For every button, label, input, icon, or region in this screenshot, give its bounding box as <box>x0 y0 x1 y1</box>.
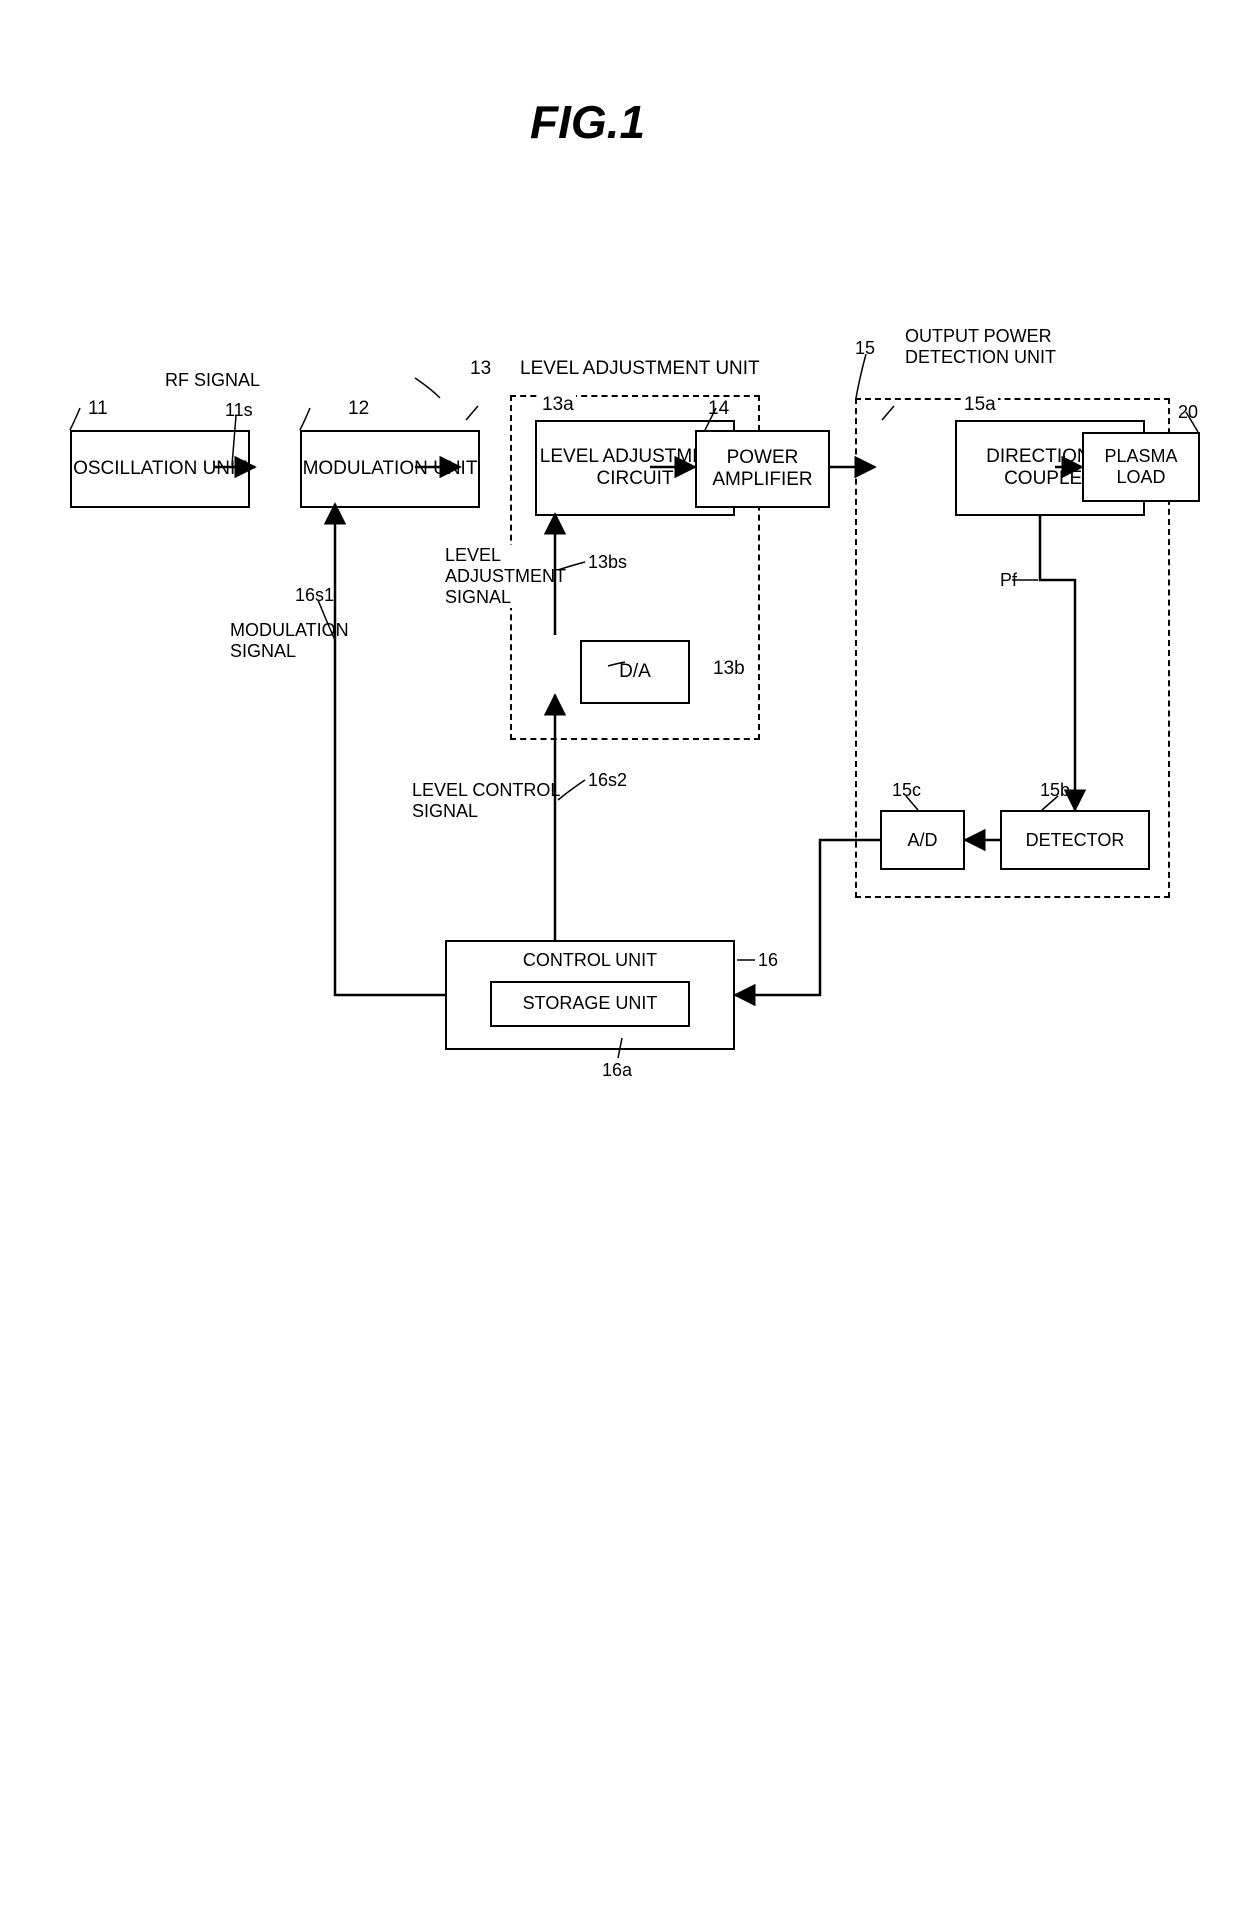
ad-block: A/D <box>880 810 965 870</box>
da-block: D/A <box>580 640 690 704</box>
lcs-ref: 16s2 <box>588 770 627 791</box>
plasma-text: PLASMA LOAD <box>1084 446 1198 487</box>
osc-unit-text: OSCILLATION UNIT <box>73 458 247 480</box>
osc-ref: 11 <box>88 398 108 420</box>
mod-unit: MODULATION UNIT <box>300 430 480 508</box>
opd-label: OUTPUT POWER DETECTION UNIT <box>905 326 1056 368</box>
osc-unit: OSCILLATION UNIT <box>70 430 250 508</box>
ad-ref: 15c <box>892 780 921 801</box>
plasma-ref: 20 <box>1178 402 1198 423</box>
control-ref: 16 <box>758 950 778 971</box>
lcs-label: LEVEL CONTROL SIGNAL <box>412 780 560 822</box>
storage-text: STORAGE UNIT <box>523 993 658 1014</box>
rf-label: RF SIGNAL <box>165 370 260 391</box>
da-text: D/A <box>619 661 651 683</box>
pow-amp: POWER AMPLIFIER <box>695 430 830 508</box>
fig-title: FIG.1 <box>530 95 645 149</box>
storage-block: STORAGE UNIT <box>490 981 690 1027</box>
las-label: LEVEL ADJUSTMENT SIGNAL <box>445 545 566 608</box>
pf-label: Pf <box>1000 570 1017 591</box>
la-circuit-ref: 13a <box>540 394 576 416</box>
plasma-block: PLASMA LOAD <box>1082 432 1200 502</box>
las-ref: 13bs <box>588 552 627 573</box>
mod-unit-text: MODULATION UNIT <box>303 458 478 480</box>
opd-ref: 15 <box>855 338 875 359</box>
rf-ref: 11s <box>225 400 253 421</box>
control-block: CONTROL UNIT STORAGE UNIT <box>445 940 735 1050</box>
detector-ref: 15b <box>1040 780 1070 801</box>
ad-text: A/D <box>907 830 937 851</box>
storage-ref: 16a <box>602 1060 632 1081</box>
control-text: CONTROL UNIT <box>523 950 657 971</box>
modsig-label: MODULATION SIGNAL <box>230 620 349 662</box>
da-ref: 13b <box>713 658 745 680</box>
detector-text: DETECTOR <box>1026 830 1125 851</box>
pow-amp-text: POWER AMPLIFIER <box>697 447 828 491</box>
dir-coupler-ref: 15a <box>962 394 998 416</box>
la-group-ref: 13 <box>470 358 491 380</box>
mod-ref: 12 <box>348 398 369 420</box>
modsig-ref: 16s1 <box>295 585 334 606</box>
la-group-label: LEVEL ADJUSTMENT UNIT <box>520 358 760 380</box>
pow-amp-ref: 14 <box>706 398 731 420</box>
detector-block: DETECTOR <box>1000 810 1150 870</box>
